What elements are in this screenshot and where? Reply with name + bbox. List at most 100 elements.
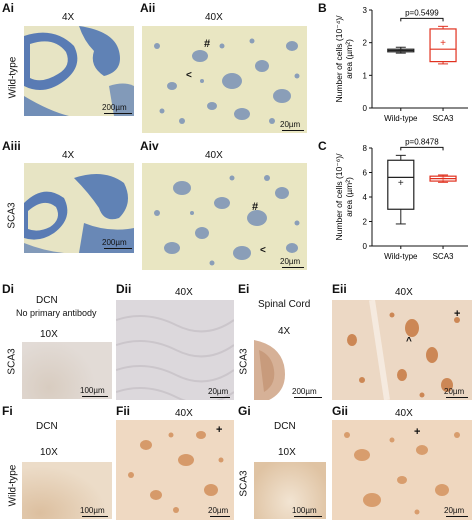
mean-marker: +: [440, 174, 446, 185]
image-aiv-40x: # <: [142, 163, 307, 270]
mark-plus-fii: +: [216, 424, 223, 436]
mag-dii: 40X: [175, 287, 193, 298]
panel-label-aiv: Aiv: [140, 139, 159, 153]
row-label-wild-type-f: Wild-type: [7, 464, 19, 507]
image-dii-40x: [116, 300, 234, 400]
scale-bar-fii: [210, 516, 230, 517]
scale-eii: 20µm: [444, 387, 465, 396]
panel-label-dii: Dii: [116, 282, 132, 296]
y-axis-label: Number of cells (10⁻⁶)/area (µm²): [334, 153, 354, 241]
scale-ei: 200µm: [292, 387, 317, 396]
row-label-sca3-e: SCA3: [238, 348, 250, 375]
panel-label-ai: Ai: [2, 1, 14, 15]
cerebellum-folia-aiii: [24, 174, 134, 253]
neurons-fii: [128, 431, 224, 513]
y-tick-label: 4: [363, 193, 368, 202]
y-tick-label: 6: [363, 169, 368, 178]
scale-aiii: 200µm: [102, 238, 127, 247]
neurons-aii: [154, 38, 300, 124]
scale-fii: 20µm: [208, 506, 229, 515]
mark-plus-gii: +: [414, 426, 421, 438]
scale-bar-gii: [446, 516, 468, 517]
scale-bar-aiv: [282, 267, 304, 268]
scale-gi: 100µm: [292, 506, 317, 515]
mag-ai: 4X: [62, 12, 75, 23]
mean-marker: +: [398, 178, 404, 189]
panel-label-fi: Fi: [2, 404, 13, 418]
scale-bar-gi: [294, 516, 322, 517]
significance-bracket: [400, 17, 444, 22]
image-fii-40x: +: [116, 420, 234, 520]
image-eii-40x: ^ +: [332, 300, 472, 400]
mag-gii: 40X: [395, 408, 413, 419]
panel-label-di: Di: [2, 282, 14, 296]
title-gi: DCN: [274, 421, 296, 432]
neurons-aiv: [154, 175, 300, 266]
mark-hash-aii: #: [204, 38, 211, 50]
scale-di: 100µm: [80, 386, 105, 395]
chart-b-boxplot: 0 1 2 3 Number of cells (10⁻⁴)/area (µm²) Wil…: [334, 6, 468, 123]
scale-bar-aiii: [104, 248, 132, 249]
x-tick-label: Wild-type: [384, 252, 418, 261]
panel-label-gii: Gii: [332, 404, 349, 418]
x-tick-label: SCA3: [433, 252, 454, 261]
scale-dii: 20µm: [208, 387, 229, 396]
y-tick-label: 3: [363, 6, 368, 15]
image-aii-40x: # <: [142, 26, 307, 133]
image-ei-spinal-cord-4x: [254, 340, 326, 400]
mark-arrow-aii: <: [186, 70, 192, 81]
mag-aiii: 4X: [62, 150, 75, 161]
panel-label-aii: Aii: [140, 1, 156, 15]
row-label-sca3-d: SCA3: [6, 348, 18, 375]
mag-gi: 10X: [278, 447, 296, 458]
mark-arrow-aiv: <: [260, 245, 266, 256]
scale-bar-fi: [82, 516, 108, 517]
title-ei: Spinal Cord: [258, 299, 311, 310]
mean-marker: +: [398, 46, 404, 57]
significance-bracket: [400, 146, 444, 151]
mag-aii: 40X: [205, 12, 223, 23]
y-tick-label: 8: [363, 144, 368, 153]
title-fi: DCN: [36, 421, 58, 432]
neurons-eii: [347, 300, 460, 400]
image-fi-10x: [22, 462, 112, 519]
y-tick-label: 2: [363, 218, 368, 227]
panel-label-fii: Fii: [116, 404, 130, 418]
scale-bar-ai: [104, 113, 132, 114]
image-di-10x: [22, 342, 112, 399]
row-label-sca3-g: SCA3: [238, 470, 250, 497]
x-tick-label: Wild-type: [384, 114, 418, 123]
image-gi-10x: [254, 462, 326, 519]
y-tick-label: 1: [363, 71, 368, 80]
image-gii-40x: +: [332, 420, 472, 520]
mag-di: 10X: [40, 329, 58, 340]
scale-bar-di: [82, 396, 108, 397]
p-value-annotation: p=0.8478: [405, 138, 439, 146]
row-label-sca3-a: SCA3: [6, 202, 18, 229]
p-value-annotation: p=0.5499: [405, 8, 439, 17]
scale-bar-ei: [294, 397, 322, 398]
y-tick-label: 0: [363, 104, 368, 113]
image-ai-cerebellum-4x: [24, 26, 134, 116]
scale-aii: 20µm: [280, 120, 301, 129]
spinal-cord-section: [254, 340, 285, 400]
row-label-wild-type: Wild-type: [7, 56, 19, 99]
scale-fi: 100µm: [80, 506, 105, 515]
image-aiii-cerebellum-4x: [24, 163, 134, 253]
y-tick-label: 0: [363, 242, 368, 251]
mean-marker: +: [440, 38, 446, 49]
panel-label-ei: Ei: [238, 282, 250, 296]
box-sca3: [429, 28, 457, 63]
panel-label-eii: Eii: [332, 282, 347, 296]
mark-plus-eii: +: [454, 308, 461, 320]
mag-ei: 4X: [278, 326, 291, 337]
scale-bar-eii: [446, 397, 468, 398]
mag-fi: 10X: [40, 447, 58, 458]
subtitle-di: No primary antibody: [16, 308, 97, 318]
mag-fii: 40X: [175, 408, 193, 419]
panel-label-gi: Gi: [238, 404, 251, 418]
panel-label-aiii: Aiii: [2, 139, 21, 153]
neurons-gii: [344, 432, 460, 515]
scale-aiv: 20µm: [280, 257, 301, 266]
mag-aiv: 40X: [205, 150, 223, 161]
